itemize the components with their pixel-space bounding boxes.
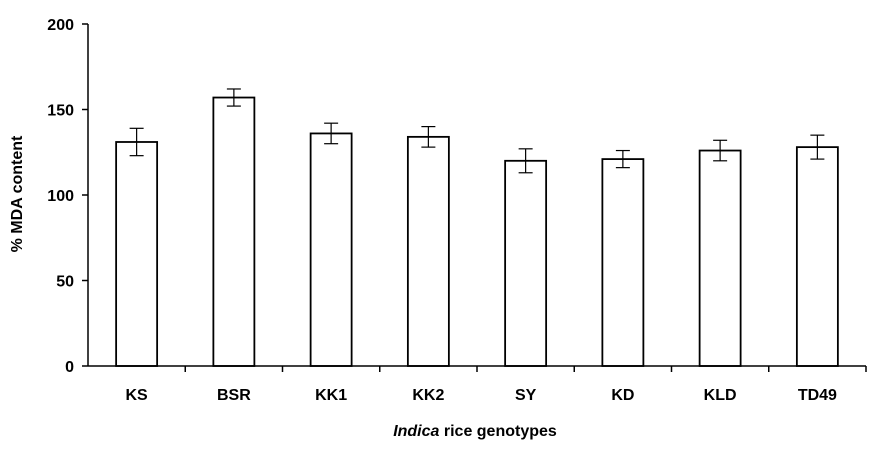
y-ticks-layer: 0 50 100 150 200	[47, 17, 88, 376]
y-tick-label: 200	[47, 17, 74, 34]
x-category-label: BSR	[217, 387, 251, 404]
x-category-label: KK1	[315, 387, 347, 404]
axes-layer	[87, 24, 866, 367]
bar-ks	[115, 141, 159, 367]
x-axis-title-italic: Indica	[393, 423, 439, 440]
bar-bsr	[212, 96, 256, 367]
bars-layer	[115, 96, 839, 367]
x-category-label: KLD	[704, 387, 737, 404]
y-axis-title: % MDA content	[9, 135, 26, 252]
x-category-label: KD	[611, 387, 634, 404]
x-axis-title: Indica rice genotypes	[393, 423, 557, 440]
y-tick-label: 0	[65, 359, 74, 376]
bar-sy	[504, 159, 548, 367]
x-category-label: KK2	[412, 387, 444, 404]
bar-kld	[698, 149, 742, 367]
y-tick-label: 150	[47, 103, 74, 120]
y-tick-label: 50	[56, 274, 74, 291]
bar-td49	[795, 146, 839, 367]
bar-kk2	[406, 135, 450, 367]
x-axis-title-rest: rice genotypes	[439, 423, 556, 440]
x-category-label: TD49	[798, 387, 837, 404]
y-tick-label: 100	[47, 188, 74, 205]
x-labels-layer: KS BSR KK1 KK2 SY KD KLD TD49	[126, 366, 867, 404]
error-bars-layer	[129, 88, 825, 174]
x-category-label: SY	[515, 387, 537, 404]
x-category-label: KS	[126, 387, 149, 404]
bar-kk1	[309, 132, 353, 367]
bar-kd	[601, 158, 645, 367]
